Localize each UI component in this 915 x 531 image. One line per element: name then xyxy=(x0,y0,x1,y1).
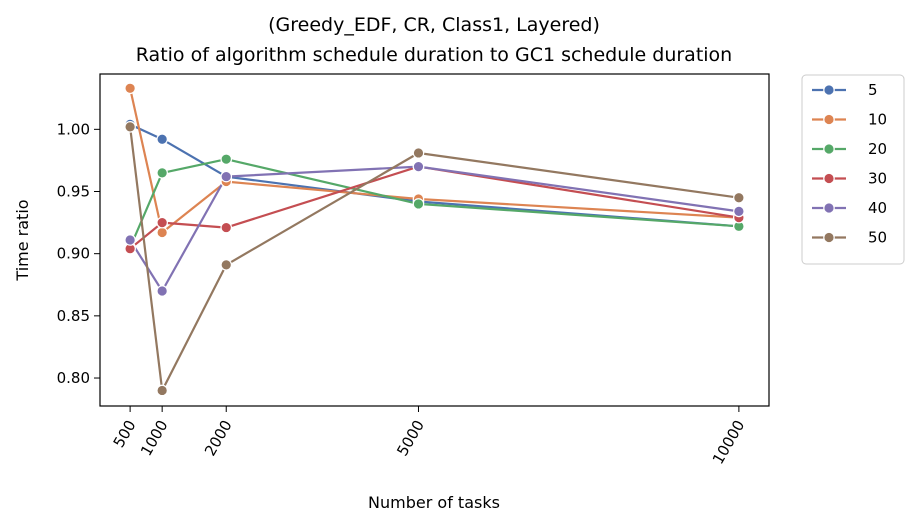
x-tick-label: 5000 xyxy=(393,417,428,459)
plot-area xyxy=(124,82,745,397)
x-tick-label: 2000 xyxy=(201,417,236,459)
chart-title-line2: Ratio of algorithm schedule duration to … xyxy=(136,44,732,66)
y-tick-label: 0.85 xyxy=(57,307,90,325)
y-tick-label: 1.00 xyxy=(57,120,90,138)
y-tick-label: 0.80 xyxy=(57,369,90,387)
series-point-20 xyxy=(412,198,425,210)
x-axis-label: Number of tasks xyxy=(368,493,500,512)
y-tick-label: 0.90 xyxy=(57,245,90,263)
legend-label-20: 20 xyxy=(868,140,887,158)
x-tick-label: 500 xyxy=(110,417,140,451)
y-axis-label: Time ratio xyxy=(13,199,32,281)
series-line-50 xyxy=(129,126,740,392)
series-point-40 xyxy=(733,205,745,218)
series-point-50 xyxy=(733,191,745,204)
plot-frame xyxy=(99,73,770,407)
legend-label-5: 5 xyxy=(868,81,878,99)
series-point-40 xyxy=(220,170,233,183)
series-point-50 xyxy=(124,121,136,133)
legend-marker-5 xyxy=(823,84,835,96)
legend-marker-10 xyxy=(823,113,835,126)
series-point-30 xyxy=(156,216,168,229)
legend-marker-20 xyxy=(823,143,835,155)
series-point-50 xyxy=(220,259,233,271)
series-point-10 xyxy=(156,226,168,239)
series-point-20 xyxy=(220,153,233,165)
y-axis: 0.80 0.85 0.90 0.95 1.00 xyxy=(57,120,100,387)
legend-label-40: 40 xyxy=(868,199,887,217)
series-point-40 xyxy=(412,160,425,173)
series-point-5 xyxy=(156,133,168,146)
legend-marker-40 xyxy=(823,202,835,214)
series-point-30 xyxy=(220,221,233,234)
legend-label-50: 50 xyxy=(868,229,887,247)
legend: 5 10 20 30 40 50 xyxy=(801,74,905,265)
x-tick-label: 1000 xyxy=(137,417,172,459)
series-point-20 xyxy=(156,167,168,179)
legend-label-10: 10 xyxy=(868,111,887,129)
legend-label-30: 30 xyxy=(868,170,887,188)
series-point-50 xyxy=(156,384,168,397)
legend-marker-30 xyxy=(823,172,835,185)
x-tick-label: 10000 xyxy=(709,417,748,467)
chart-title-line1: (Greedy_EDF, CR, Class1, Layered) xyxy=(268,14,600,36)
legend-box xyxy=(801,74,905,265)
y-tick-label: 0.95 xyxy=(57,183,90,201)
series-point-10 xyxy=(124,82,136,95)
series-point-50 xyxy=(412,147,425,159)
legend-marker-50 xyxy=(823,231,835,244)
series-point-40 xyxy=(124,234,136,246)
series-point-40 xyxy=(156,285,168,297)
